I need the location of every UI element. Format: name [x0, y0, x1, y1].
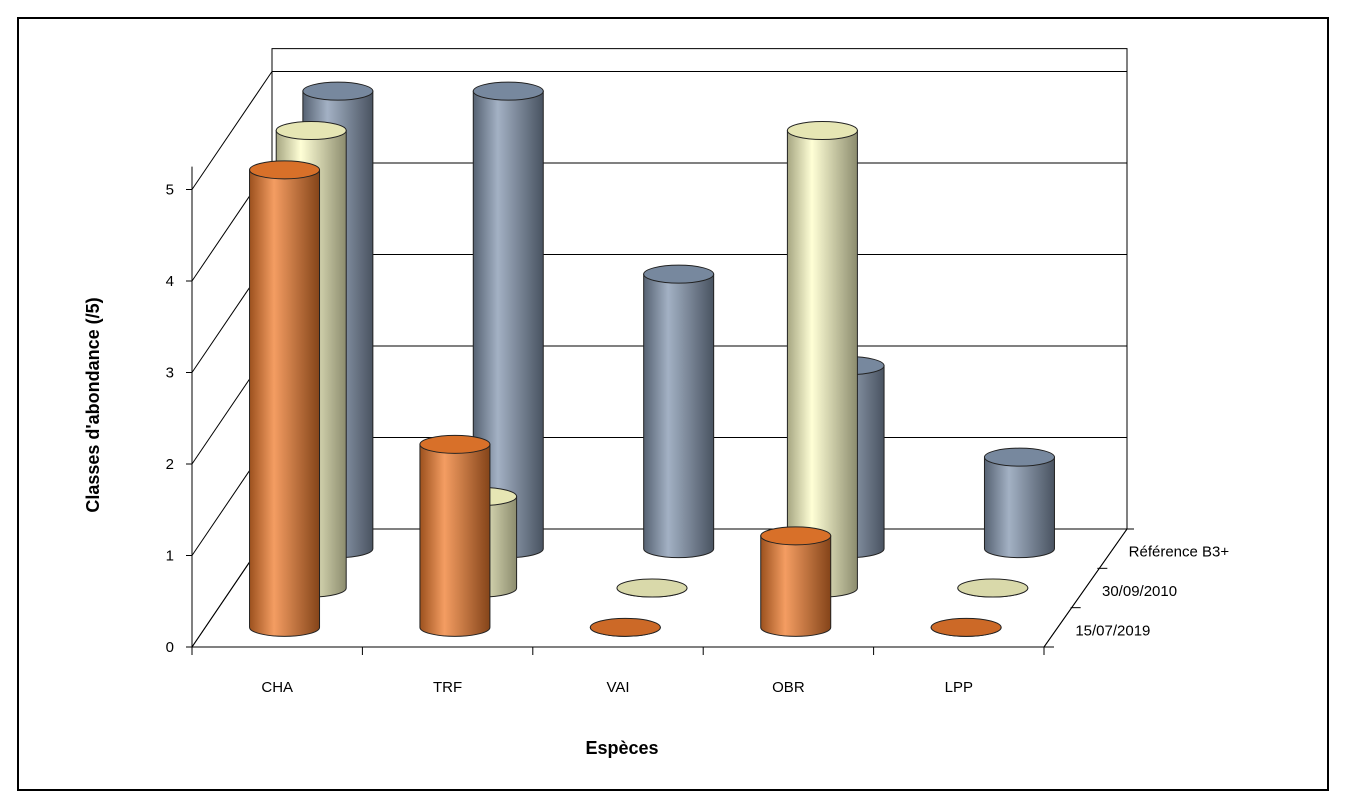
- bar-VAI-1: [616, 578, 688, 598]
- bar-top: [643, 264, 715, 284]
- depth-axis-line: [1043, 528, 1128, 648]
- bar-body: [249, 169, 321, 637]
- bar-top: [786, 121, 858, 140]
- ytick-label: 3: [166, 365, 174, 382]
- bar-top: [983, 447, 1055, 467]
- bar-VAI-2: [643, 264, 715, 559]
- bar-body: [419, 443, 491, 637]
- ytick-label: 1: [166, 548, 174, 565]
- ytick-label: 5: [166, 182, 174, 199]
- bar-top: [957, 578, 1029, 598]
- bar-top: [589, 617, 661, 637]
- bar-top: [302, 81, 374, 101]
- bars: [249, 81, 1055, 637]
- x-category-label: TRF: [433, 679, 462, 696]
- series-label: Référence B3+: [1129, 544, 1230, 561]
- gridline-side-5: [191, 71, 273, 190]
- bar-OBR-0: [760, 526, 832, 637]
- bar-top: [275, 121, 347, 140]
- axis-labels: 0 1 2 3 4 5 CHA TRF VAI OBR LPP 15/07/2019 30/09/201…: [166, 182, 1230, 697]
- x-category-label: OBR: [772, 679, 805, 696]
- bar-LPP-2: [983, 447, 1055, 559]
- bar-body: [643, 273, 715, 559]
- ytick-label: 2: [166, 456, 174, 473]
- ytick-label: 4: [166, 273, 174, 290]
- bar-LPP-1: [957, 578, 1029, 598]
- bar-top: [616, 578, 688, 598]
- chart-canvas: 0 1 2 3 4 5 CHA TRF VAI OBR LPP 15/07/2019 30/09/201…: [83, 48, 1230, 758]
- bar-top: [472, 81, 544, 101]
- ytick-label: 0: [166, 639, 174, 656]
- series-label: 30/09/2010: [1102, 583, 1177, 600]
- bar-top: [249, 160, 321, 180]
- x-axis-title: Espèces: [585, 738, 658, 758]
- bar-body: [760, 535, 832, 637]
- bar-body: [983, 456, 1055, 559]
- bar-OBR-1: [786, 121, 858, 598]
- x-category-label: LPP: [945, 679, 973, 696]
- x-category-label: VAI: [606, 679, 629, 696]
- series-label: 15/07/2019: [1075, 622, 1150, 639]
- bar-LPP-0: [930, 617, 1002, 637]
- bar-CHA-0: [249, 160, 321, 637]
- y-axis-title: Classes d'abondance (/5): [83, 297, 103, 512]
- bar-top: [930, 617, 1002, 637]
- bar-VAI-0: [589, 617, 661, 637]
- x-category-label: CHA: [261, 679, 293, 696]
- chart-frame: 0 1 2 3 4 5 CHA TRF VAI OBR LPP 15/07/2019 30/09/201…: [17, 17, 1329, 791]
- bar-top: [760, 526, 832, 546]
- axes: [191, 166, 1134, 655]
- bar-TRF-0: [419, 434, 491, 637]
- bar-top: [419, 434, 491, 454]
